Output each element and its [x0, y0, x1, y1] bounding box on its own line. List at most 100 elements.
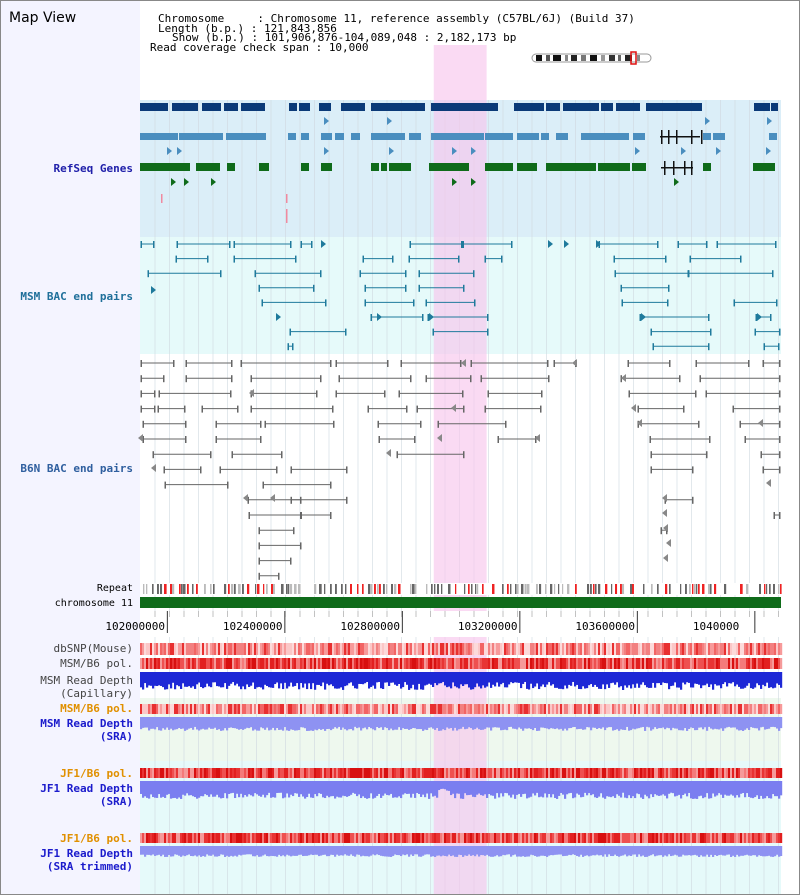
repeat-element[interactable]	[273, 584, 275, 594]
b6n-bac-pair-end[interactable]	[210, 451, 212, 459]
b6n-bac-pair-end[interactable]	[553, 360, 556, 367]
b6n-bac-pair-end[interactable]	[416, 405, 419, 413]
msm-bac-pair-end[interactable]	[300, 241, 303, 248]
gene-arrow[interactable]	[324, 147, 329, 155]
b6n-bac-pair-end[interactable]	[185, 436, 187, 443]
msm-bac-pair-end[interactable]	[325, 299, 327, 307]
b6n-bac-pair-end[interactable]	[185, 375, 188, 383]
gene-block[interactable]	[517, 163, 537, 171]
msm-bac-pair-end[interactable]	[413, 299, 415, 307]
repeat-element[interactable]	[692, 584, 694, 594]
chromosome-ideogram[interactable]	[531, 51, 652, 65]
repeat-element[interactable]	[477, 584, 479, 594]
gene-arrow[interactable]	[635, 147, 640, 155]
b6n-bac-pair-end[interactable]	[387, 360, 389, 367]
b6n-bac-pair-end[interactable]	[660, 527, 663, 535]
gene-arrow[interactable]	[471, 178, 476, 186]
msm-bac-pair-end[interactable]	[614, 270, 617, 278]
repeat-element[interactable]	[242, 584, 244, 594]
repeat-element[interactable]	[172, 584, 175, 594]
repeat-element[interactable]	[740, 584, 743, 594]
msm-bac-pair-end[interactable]	[290, 241, 292, 248]
gene-block[interactable]	[753, 163, 775, 171]
msm-bac-pair-end[interactable]	[409, 241, 412, 248]
repeat-element[interactable]	[710, 584, 712, 594]
gene-block[interactable]	[241, 103, 265, 111]
repeat-element[interactable]	[620, 584, 622, 594]
msm-bac-pair-end[interactable]	[176, 241, 179, 248]
track-label-refseq[interactable]: RefSeq Genes	[53, 162, 133, 175]
b6n-bac-arrow[interactable]	[766, 479, 771, 487]
b6n-bac-pair-end[interactable]	[281, 451, 283, 459]
repeat-element[interactable]	[482, 584, 484, 594]
b6n-bac-arrow[interactable]	[758, 419, 763, 427]
repeat-element[interactable]	[598, 584, 601, 594]
b6n-bac-pair-end[interactable]	[258, 557, 261, 565]
gene-block[interactable]	[335, 133, 344, 140]
gene-block[interactable]	[633, 133, 645, 140]
repeat-element[interactable]	[257, 584, 260, 594]
repeat-element[interactable]	[550, 584, 553, 594]
b6n-bac-pair-end[interactable]	[163, 466, 166, 474]
msm-bac-pair-end[interactable]	[207, 255, 209, 263]
repeat-element[interactable]	[680, 584, 682, 594]
repeat-element[interactable]	[398, 584, 401, 594]
repeat-element[interactable]	[362, 584, 364, 594]
repeat-element[interactable]	[587, 584, 590, 594]
b6n-bac-pair-end[interactable]	[290, 466, 293, 474]
repeat-element[interactable]	[286, 584, 288, 594]
gene-block[interactable]	[431, 103, 498, 111]
repeat-element[interactable]	[527, 584, 530, 594]
msm-bac-pair-end[interactable]	[418, 284, 421, 292]
repeat-element[interactable]	[665, 584, 668, 594]
msm-bac-pair-end[interactable]	[706, 241, 708, 248]
msm-bac-pair-end[interactable]	[487, 314, 489, 321]
b6n-bac-arrow[interactable]	[249, 389, 254, 397]
msm-bac-pair-end[interactable]	[775, 241, 777, 248]
gene-block[interactable]	[140, 133, 178, 140]
track-label-jf1-depth-sra[interactable]: JF1 Read Depth (SRA)	[40, 782, 133, 808]
b6n-bac-pair-end[interactable]	[706, 451, 708, 459]
repeat-element[interactable]	[766, 584, 768, 594]
b6n-bac-pair-end[interactable]	[779, 375, 781, 383]
b6n-bac-pair-end[interactable]	[627, 360, 630, 367]
repeat-element[interactable]	[255, 584, 257, 594]
gene-block[interactable]	[371, 133, 405, 140]
msm-bac-pair-end[interactable]	[657, 241, 659, 248]
repeat-element[interactable]	[657, 584, 659, 594]
msm-bac-pair-end[interactable]	[313, 284, 315, 292]
msm-bac-end-pairs-track[interactable]	[140, 240, 781, 351]
repeat-element[interactable]	[179, 584, 181, 594]
b6n-bac-pair-end[interactable]	[484, 405, 487, 413]
repeat-element[interactable]	[247, 584, 250, 594]
msm-bac-pair-end[interactable]	[650, 328, 653, 336]
repeat-element[interactable]	[468, 584, 470, 594]
msm-bac-pair-end[interactable]	[233, 241, 236, 248]
b6n-bac-pair-end[interactable]	[173, 360, 175, 367]
gene-block[interactable]	[581, 133, 629, 140]
b6n-bac-pair-end[interactable]	[732, 405, 735, 413]
b6n-bac-pair-end[interactable]	[247, 496, 250, 504]
b6n-bac-pair-end[interactable]	[300, 512, 303, 519]
repeat-element[interactable]	[412, 584, 415, 594]
repeat-element[interactable]	[146, 584, 148, 594]
b6n-bac-arrow[interactable]	[637, 419, 642, 427]
b6n-bac-pair-end[interactable]	[779, 405, 781, 413]
msm-bac-pair-end[interactable]	[405, 284, 407, 292]
repeat-element[interactable]	[437, 584, 439, 594]
b6n-bac-pair-end[interactable]	[264, 420, 267, 428]
repeat-element[interactable]	[426, 584, 428, 594]
b6n-bac-pair-end[interactable]	[437, 420, 440, 428]
b6n-bac-pair-end[interactable]	[541, 390, 543, 398]
msm-bac-pair-end[interactable]	[652, 343, 655, 351]
b6n-bac-pair-end[interactable]	[276, 466, 278, 474]
b6n-bac-pair-end[interactable]	[260, 420, 262, 428]
msm-bac-pair-end[interactable]	[779, 328, 781, 336]
msm-bac-pair-end[interactable]	[427, 314, 430, 321]
msm-bac-arrow[interactable]	[564, 240, 569, 248]
repeat-element[interactable]	[521, 584, 524, 594]
b6n-bac-pair-end[interactable]	[637, 420, 640, 428]
b6n-bac-pair-end[interactable]	[240, 360, 243, 367]
b6n-bac-pair-end[interactable]	[649, 436, 652, 443]
b6n-bac-arrow[interactable]	[151, 464, 156, 472]
